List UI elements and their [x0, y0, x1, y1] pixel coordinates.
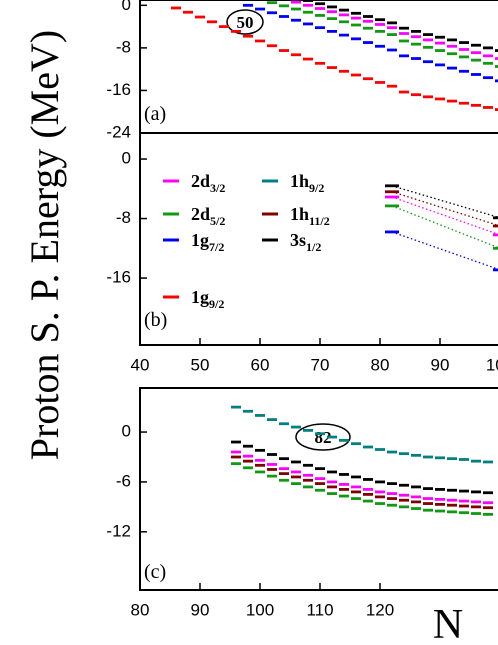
y-tick-label: -16	[106, 80, 131, 99]
legend-subscript: 3/2	[210, 181, 225, 195]
y-axis-label: Proton S. P. Energy (MeV)	[22, 30, 67, 460]
y-tick-label: 0	[122, 0, 131, 14]
annotation: 50	[237, 13, 254, 32]
legend-label: 1g9/2	[191, 287, 224, 311]
series-line	[391, 205, 498, 249]
legend-subscript: 7/2	[209, 240, 224, 254]
panel-label: (b)	[144, 309, 167, 331]
series-line	[391, 185, 498, 218]
legend-label: 2d5/2	[191, 204, 225, 228]
x-tick-label: 80	[131, 600, 150, 619]
legend-subscript: 9/2	[209, 297, 224, 311]
x-tick-label: 120	[366, 600, 394, 619]
x-tick-label: 100	[486, 355, 498, 374]
legend-name: 3s	[290, 230, 306, 250]
legend-name: 1g	[191, 230, 209, 250]
annotation-ellipse	[295, 423, 351, 451]
x-tick-label: 80	[371, 355, 390, 374]
legend-label: 2d3/2	[191, 171, 225, 195]
legend-subscript: 1/2	[306, 240, 321, 254]
y-tick-label: -8	[116, 208, 131, 227]
legend-subscript: 11/2	[309, 214, 330, 228]
legend-label: 1g7/2	[191, 230, 224, 254]
legend-label: 3s1/2	[290, 230, 321, 254]
x-tick-label: 100	[246, 600, 274, 619]
panel-label: (c)	[144, 561, 166, 583]
panel-label: (a)	[144, 103, 166, 125]
y-tick-label: -6	[116, 471, 131, 490]
annotation-ellipse	[226, 9, 264, 35]
legend-name: 1h	[290, 204, 309, 224]
y-tick-label: -8	[116, 37, 131, 56]
x-tick-label: 90	[191, 600, 210, 619]
series-line	[391, 196, 498, 235]
legend-name: 2d	[191, 171, 210, 191]
legend-subscript: 9/2	[309, 181, 324, 195]
series-line	[391, 231, 498, 270]
x-tick-label: 60	[251, 355, 270, 374]
y-tick-label: -16	[106, 268, 131, 287]
y-tick-label: 0	[122, 149, 131, 168]
x-tick-label: 70	[311, 355, 330, 374]
y-tick-label: -12	[106, 521, 131, 540]
legend-name: 2d	[191, 204, 210, 224]
legend-name: 1h	[290, 171, 309, 191]
x-tick-label: 40	[131, 355, 150, 374]
y-tick-label: -24	[106, 122, 131, 141]
legend-label: 1h9/2	[290, 171, 324, 195]
plot-frame	[139, 0, 498, 134]
x-tick-label: 90	[431, 355, 450, 374]
series-line	[391, 191, 498, 227]
legend-name: 1g	[191, 287, 209, 307]
x-tick-label: 110	[306, 600, 333, 619]
x-tick-label: 50	[191, 355, 210, 374]
x-axis-label: N	[433, 602, 463, 645]
y-tick-label: 0	[122, 422, 131, 441]
legend-label: 1h11/2	[290, 204, 330, 228]
legend-subscript: 5/2	[210, 214, 225, 228]
